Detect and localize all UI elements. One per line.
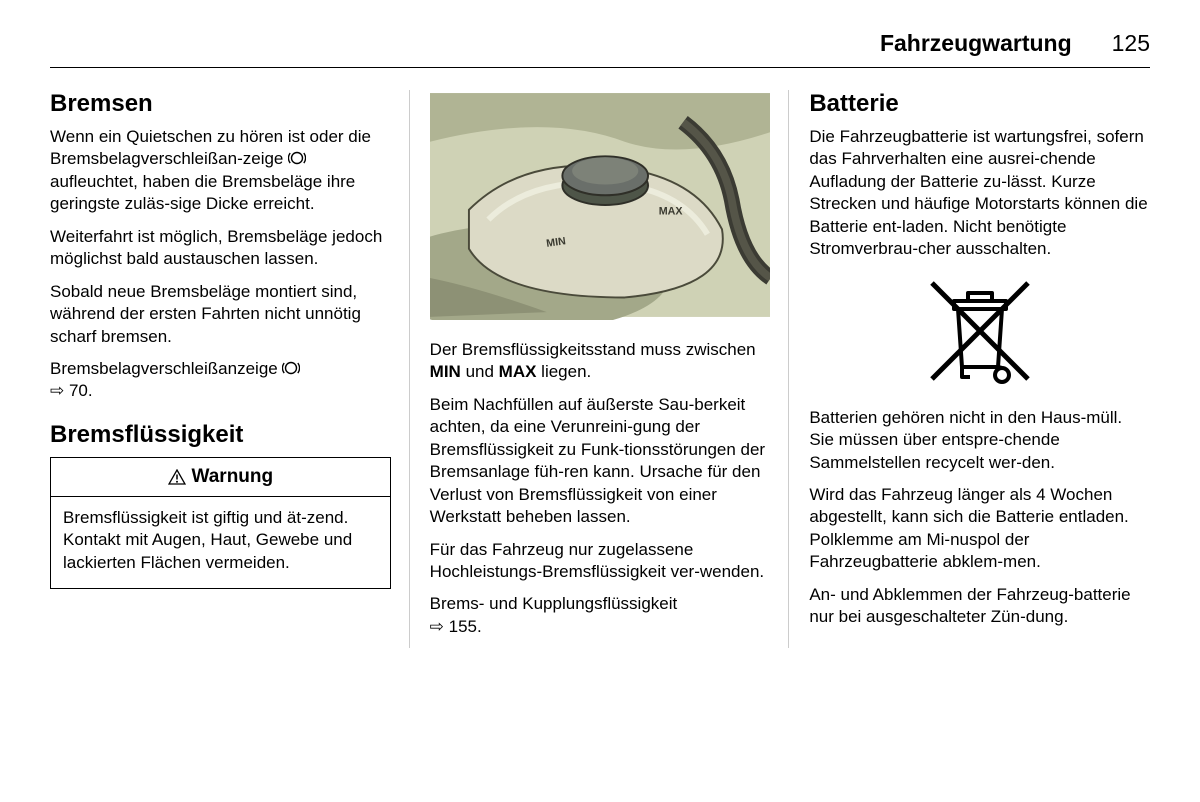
- page-header: Fahrzeugwartung 125: [50, 30, 1150, 68]
- column-2: MAX MIN Der Bremsflüssigkeitsstand muss …: [430, 90, 790, 648]
- warning-body: Bremsflüssigkeit ist giftig und ät‐zend.…: [51, 497, 390, 588]
- bremsen-p4: Bremsbelagverschleißanzeige ⇨ 70.: [50, 358, 391, 403]
- fluid-p3: Für das Fahrzeug nur zugelassene Hochlei…: [430, 539, 771, 584]
- bremsen-p2: Weiterfahrt ist möglich, Bremsbeläge jed…: [50, 226, 391, 271]
- brake-wear-icon: [288, 150, 306, 166]
- page-ref-arrow-icon: ⇨: [430, 617, 444, 636]
- header-chapter: Fahrzeugwartung: [880, 30, 1072, 57]
- fluid-p4: Brems- und Kupplungsflüssigkeit ⇨ 155.: [430, 593, 771, 638]
- heading-bremsfluessigkeit: Bremsflüssigkeit: [50, 421, 391, 449]
- batterie-p3: Wird das Fahrzeug länger als 4 Wochen ab…: [809, 484, 1150, 574]
- column-3: Batterie Die Fahrzeugbatterie ist wartun…: [809, 90, 1150, 648]
- min-label: MIN: [430, 362, 461, 381]
- page-ref-arrow-icon: ⇨: [50, 381, 64, 400]
- fluid-p2: Beim Nachfüllen auf äußerste Sau‐berkeit…: [430, 394, 771, 529]
- bremsen-p3: Sobald neue Bremsbeläge montiert sind, w…: [50, 281, 391, 348]
- warning-header: Warnung: [51, 458, 390, 497]
- warning-title: Warnung: [192, 466, 274, 488]
- svg-text:MAX: MAX: [658, 206, 683, 218]
- brake-reservoir-illustration: MAX MIN: [430, 90, 771, 320]
- warning-box: Warnung Bremsflüssigkeit ist giftig und …: [50, 457, 391, 589]
- heading-batterie: Batterie: [809, 90, 1150, 118]
- fluid-p1: Der Bremsflüssigkeitsstand muss zwischen…: [430, 339, 771, 384]
- max-label: MAX: [499, 362, 537, 381]
- no-trash-disposal-icon: [920, 271, 1040, 391]
- bremsen-p1: Wenn ein Quietschen zu hören ist oder di…: [50, 126, 391, 216]
- batterie-p2: Batterien gehören nicht in den Haus‐müll…: [809, 407, 1150, 474]
- heading-bremsen: Bremsen: [50, 90, 391, 118]
- column-1: Bremsen Wenn ein Quietschen zu hören ist…: [50, 90, 410, 648]
- batterie-p4: An- und Abklemmen der Fahrzeug‐batterie …: [809, 584, 1150, 629]
- warning-triangle-icon: [168, 469, 186, 485]
- brake-wear-icon: [282, 360, 300, 376]
- batterie-p1: Die Fahrzeugbatterie ist wartungsfrei, s…: [809, 126, 1150, 261]
- page-number: 125: [1112, 30, 1150, 57]
